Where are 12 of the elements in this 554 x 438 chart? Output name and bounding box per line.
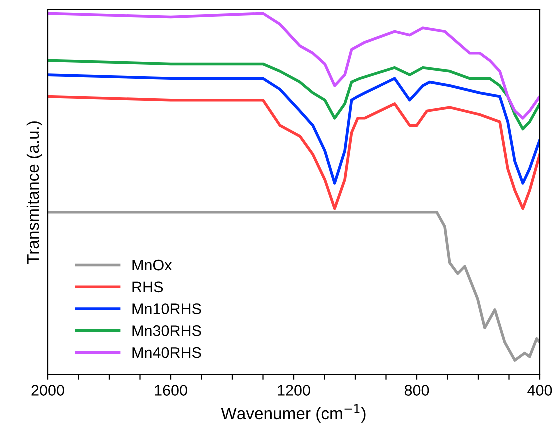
x-tick-label: 1200 [278,385,310,396]
x-tick-label: 1600 [155,385,188,396]
legend-label: MnOx [132,260,172,271]
y-axis-title: Transmitance (a.u.) [26,122,42,264]
legend-label: Mn30RHS [132,326,202,336]
x-tick-label: 400 [528,385,552,396]
legend-label: RHS [132,282,164,293]
x-tick-label: 800 [404,385,430,396]
legend-label: Mn10RHS [132,304,202,314]
legend-label: Mn40RHS [132,347,202,358]
x-tick-label: 2000 [32,385,64,396]
x-axis-title: Wavenumer (cm$^{−1}$) [221,404,366,423]
